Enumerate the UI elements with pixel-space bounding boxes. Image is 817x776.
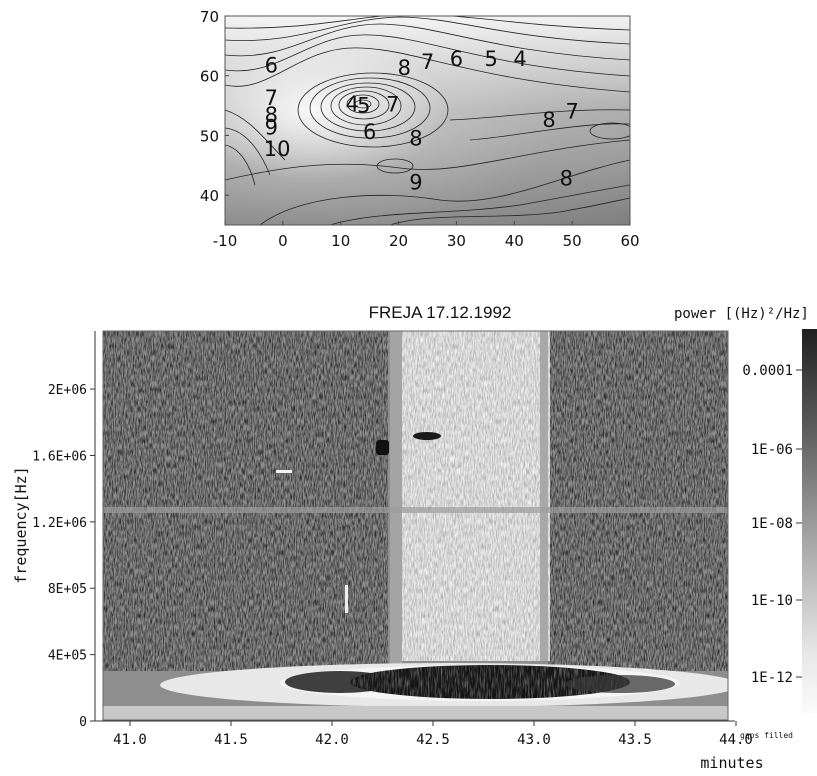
spectrogram-frame bbox=[102, 330, 729, 721]
contour-x-tick-label: 50 bbox=[563, 232, 582, 250]
contour-level-label: 8 bbox=[265, 103, 278, 127]
colorbar-label: power [(Hz)²/Hz] bbox=[674, 306, 809, 322]
contour-level-label: 5 bbox=[357, 94, 370, 118]
spectrogram-x-tick-label: 44.0 bbox=[719, 732, 753, 748]
contour-frame bbox=[224, 15, 631, 226]
contour-level-label: 7 bbox=[565, 100, 578, 124]
contour-x-tick-label: 20 bbox=[389, 232, 408, 250]
spectrogram-x-tick-label: 41.0 bbox=[113, 732, 147, 748]
spectrogram-title: FREJA 17.12.1992 bbox=[369, 303, 512, 322]
spectrogram-x-tick-label: 42.0 bbox=[315, 732, 349, 748]
colorbar: power [(Hz)²/Hz] 0.0001 1E-06 1E-08 1E-10 1E… bbox=[674, 306, 817, 740]
contour-level-label: 9 bbox=[265, 116, 278, 140]
contour-x-tick-label: 10 bbox=[331, 232, 350, 250]
spectrogram-y-tick-label: 4E+05 bbox=[48, 649, 87, 664]
spectrogram-plot: 41.0 41.5 42.0 42.5 43.0 43.5 44.0 0 4E+05 8E+05… bbox=[12, 330, 764, 772]
spectrogram-y-tick-label: 1.2E+06 bbox=[32, 516, 87, 531]
spectrogram-y-axis-label: frequency[Hz] bbox=[12, 466, 30, 583]
spectrogram-x-tick-label: 42.5 bbox=[416, 732, 450, 748]
contour-y-ticks: 40 50 60 70 bbox=[200, 8, 229, 205]
contour-level-label: 5 bbox=[484, 47, 497, 71]
contour-level-label: 10 bbox=[264, 137, 291, 161]
spectrogram-y-tick-label: 1.6E+06 bbox=[32, 449, 87, 464]
spectrogram-y-tick-label: 8E+05 bbox=[48, 582, 87, 597]
spectrogram-y-tick-label: 0 bbox=[79, 715, 87, 730]
spectrogram-x-tick-label: 43.0 bbox=[517, 732, 551, 748]
spectrogram-x-axis-label: minutes bbox=[700, 754, 763, 772]
contour-level-label: 8 bbox=[398, 56, 411, 80]
contour-y-tick-label: 60 bbox=[200, 68, 219, 86]
contour-x-tick-label: 40 bbox=[505, 232, 524, 250]
contour-level-label: 6 bbox=[450, 47, 463, 71]
contour-y-tick-label: 50 bbox=[200, 127, 219, 145]
spectrogram-x-tick-label: 43.5 bbox=[618, 732, 652, 748]
contour-level-label: 7 bbox=[421, 50, 434, 74]
contour-y-tick-label: 70 bbox=[200, 8, 219, 26]
spectrogram-y-ticks: 0 4E+05 8E+05 1.2E+06 1.6E+06 2E+06 bbox=[32, 383, 95, 730]
spectrogram-x-tick-label: 41.5 bbox=[214, 732, 248, 748]
contour-level-label: 8 bbox=[409, 126, 422, 150]
contour-level-label: 4 bbox=[513, 47, 526, 71]
contour-level-label: 8 bbox=[542, 108, 555, 132]
contour-x-tick-label: 60 bbox=[620, 232, 639, 250]
contour-level-label: 4 bbox=[346, 92, 359, 116]
contour-x-tick-label: 0 bbox=[278, 232, 288, 250]
colorbar-tick-label: 0.0001 bbox=[742, 363, 793, 379]
colorbar-tick-label: 1E-06 bbox=[751, 442, 793, 458]
contour-level-label: 8 bbox=[560, 166, 573, 190]
contour-x-tick-label: -10 bbox=[213, 232, 238, 250]
spectrogram-x-ticks: 41.0 41.5 42.0 42.5 43.0 43.5 44.0 bbox=[113, 721, 753, 748]
contour-level-label: 6 bbox=[363, 120, 376, 144]
colorbar-tick-label: 1E-08 bbox=[751, 516, 793, 532]
contour-x-tick-label: 30 bbox=[447, 232, 466, 250]
colorbar-gradient bbox=[802, 329, 817, 713]
colorbar-tick-label: 1E-12 bbox=[751, 670, 793, 686]
gaps-filled-note: gaps filled bbox=[740, 731, 793, 740]
contour-y-tick-label: 40 bbox=[200, 187, 219, 205]
contour-level-label: 7 bbox=[386, 92, 399, 116]
contour-lines bbox=[225, 16, 630, 225]
colorbar-ticks: 0.0001 1E-06 1E-08 1E-10 1E-12 bbox=[742, 363, 802, 686]
colorbar-tick-label: 1E-10 bbox=[751, 593, 793, 609]
spectrogram-field bbox=[103, 331, 728, 720]
contour-level-label: 7 bbox=[265, 86, 278, 110]
contour-level-label: 6 bbox=[265, 54, 278, 78]
spectrogram-y-tick-label: 2E+06 bbox=[48, 383, 87, 398]
contour-level-label: 9 bbox=[409, 171, 422, 195]
contour-x-ticks: -10 0 10 20 30 40 50 60 bbox=[213, 221, 640, 250]
